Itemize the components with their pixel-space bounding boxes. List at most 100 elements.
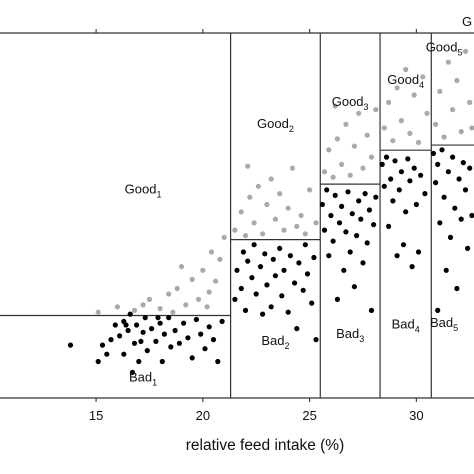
bad-point: [368, 307, 375, 313]
good-point: [386, 99, 392, 105]
bad-point: [104, 351, 110, 357]
bad-point: [238, 285, 244, 292]
bad-region-label-5: Bad5: [430, 315, 458, 333]
good-point: [277, 191, 283, 197]
bad-point: [358, 216, 364, 222]
bad-point: [272, 273, 278, 279]
bad-point: [334, 296, 340, 302]
good-point: [146, 296, 153, 302]
bad-point: [108, 337, 114, 343]
bad-point: [193, 316, 199, 323]
bad-point: [319, 201, 325, 208]
bad-point: [279, 293, 285, 299]
bad-point: [292, 280, 298, 286]
good-point: [114, 304, 120, 310]
bad-point: [447, 234, 454, 240]
x-tick-label: 15: [89, 408, 103, 423]
bad-point: [99, 342, 106, 348]
bad-point: [394, 253, 400, 259]
bad-point: [443, 267, 449, 273]
bad-point: [345, 189, 351, 195]
good-point: [356, 110, 362, 116]
bad-region-label-4: Bad4: [392, 317, 420, 335]
bad-point: [435, 161, 441, 167]
bad-point: [400, 242, 407, 248]
good-point: [332, 103, 338, 109]
good-point: [294, 223, 300, 229]
bad-point: [67, 342, 74, 348]
bad-point: [257, 264, 264, 270]
good-point: [298, 212, 304, 219]
bad-point: [117, 333, 123, 339]
bad-point: [386, 223, 392, 229]
bad-point: [149, 326, 155, 332]
bad-point: [465, 245, 471, 251]
bad-point: [433, 180, 439, 186]
bad-point: [131, 340, 138, 346]
bad-point: [379, 161, 385, 167]
good-point: [232, 227, 238, 233]
good-point: [364, 132, 370, 138]
bad-point: [452, 205, 458, 211]
bad-point: [339, 203, 345, 209]
good-point: [251, 220, 257, 226]
bad-point: [403, 209, 409, 215]
bad-point: [121, 351, 127, 357]
good-point: [347, 172, 353, 178]
bad-point: [311, 254, 317, 261]
bad-point: [166, 315, 172, 321]
good-point: [281, 227, 287, 233]
bad-point: [127, 311, 133, 317]
bad-point: [140, 329, 146, 335]
good-point: [238, 209, 244, 215]
bad-point: [161, 331, 167, 337]
good-point: [189, 276, 195, 282]
bad-point: [125, 327, 131, 334]
bad-point: [430, 150, 436, 156]
good-point: [170, 309, 176, 315]
good-point: [330, 174, 336, 180]
bad-point: [153, 338, 159, 344]
good-point: [398, 118, 404, 124]
good-point: [424, 110, 430, 116]
bad-point: [349, 211, 355, 217]
good-point: [334, 136, 340, 142]
bad-point: [215, 358, 221, 365]
good-point: [245, 163, 251, 169]
bad-point: [398, 169, 404, 175]
bad-point: [300, 287, 306, 293]
bad-point: [95, 358, 101, 365]
bad-point: [294, 326, 300, 332]
good-point: [178, 264, 185, 270]
bad-point: [142, 315, 148, 321]
good-point: [204, 304, 210, 310]
bad-point: [441, 194, 447, 200]
bad-point: [242, 307, 249, 313]
bad-point: [460, 160, 466, 166]
good-point: [196, 296, 202, 302]
bad-point: [264, 282, 270, 288]
good-point: [420, 74, 426, 80]
bad-point: [418, 172, 424, 178]
good-point: [200, 267, 206, 273]
good-point: [260, 231, 266, 237]
good-point: [462, 48, 469, 54]
bad-point: [249, 275, 255, 281]
good-point: [411, 92, 417, 98]
bad-point: [411, 165, 417, 171]
bad-point: [415, 249, 422, 255]
bad-point: [362, 191, 368, 197]
bad-point: [405, 156, 411, 162]
bad-point: [354, 233, 360, 239]
good-region-label-3: Good3: [332, 94, 369, 112]
good-point: [272, 216, 278, 222]
good-point: [321, 169, 328, 175]
good-point: [351, 143, 357, 149]
good-point: [454, 77, 460, 84]
bad-point: [360, 260, 366, 266]
good-region-label-5: Good5: [426, 39, 463, 57]
bad-point: [407, 178, 413, 184]
bad-point: [176, 340, 182, 346]
bad-point: [240, 249, 246, 255]
